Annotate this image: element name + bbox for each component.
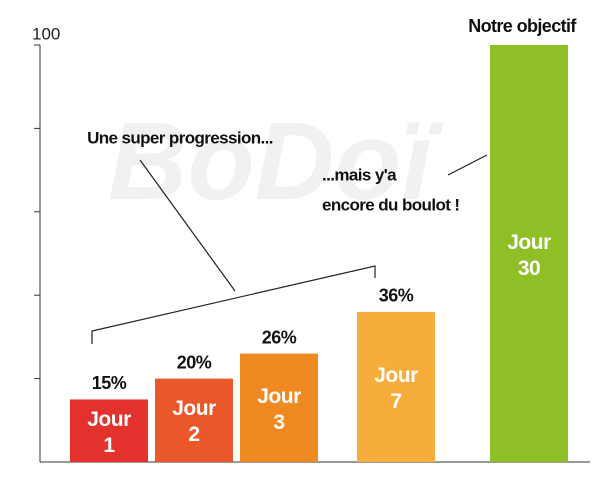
- bar: [240, 353, 318, 462]
- category-label: Jour 2: [172, 397, 216, 447]
- annotation: Notre objectif: [468, 16, 577, 36]
- bar: [70, 399, 148, 462]
- annotation: Une super progression...: [87, 128, 273, 147]
- value-label: 15%: [92, 373, 127, 393]
- pointer-line: [447, 154, 488, 176]
- y-tick-label: 100: [32, 24, 60, 43]
- bar: [155, 378, 233, 462]
- bar: [357, 311, 435, 462]
- pointer-line: [139, 159, 236, 292]
- value-label: 26%: [262, 327, 297, 347]
- watermark: BoDoï: [108, 100, 443, 223]
- bar: [490, 45, 568, 462]
- value-label: 36%: [379, 286, 414, 306]
- value-label: 20%: [177, 352, 212, 372]
- category-label: Jour 30: [507, 230, 551, 280]
- bracket: [91, 265, 376, 344]
- category-label: Jour 7: [374, 363, 418, 413]
- annotation: ...mais y'a: [322, 165, 397, 184]
- category-label: Jour 1: [87, 407, 131, 457]
- category-label: Jour 3: [257, 384, 301, 434]
- annotation: encore du boulot !: [322, 195, 459, 214]
